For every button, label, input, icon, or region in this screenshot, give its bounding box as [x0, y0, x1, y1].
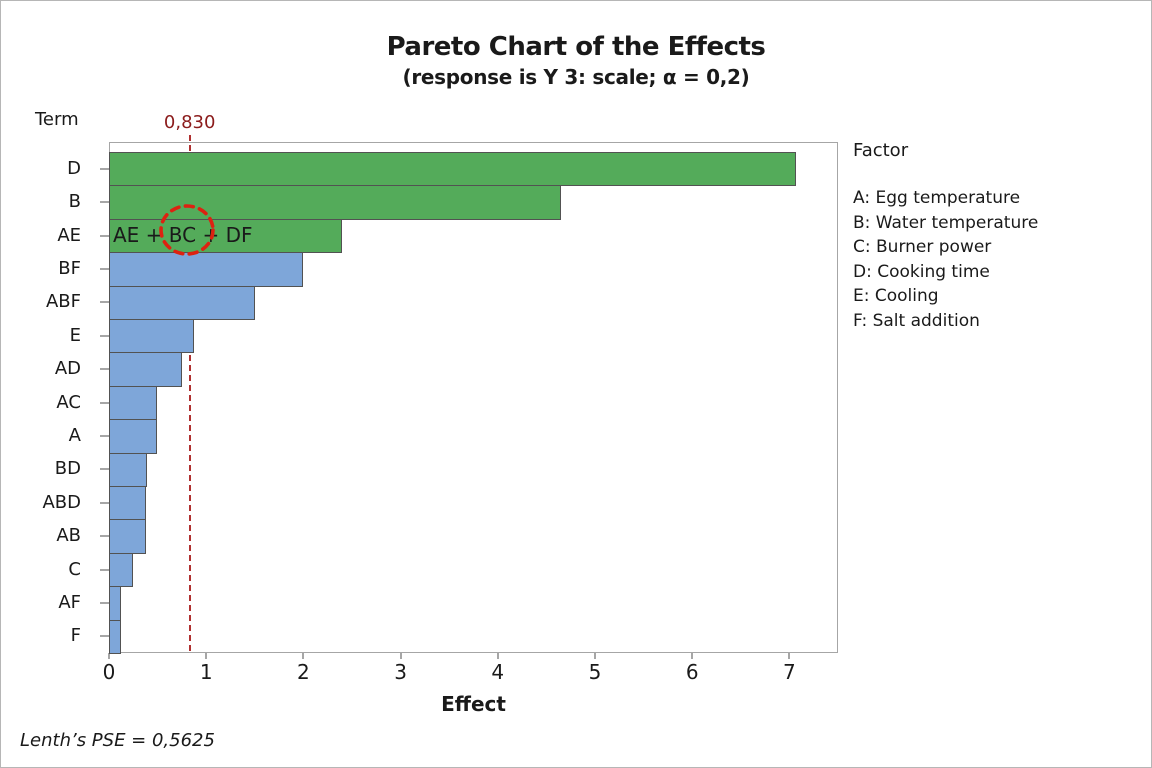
bar-AB	[109, 519, 146, 554]
y-tick-D	[100, 167, 109, 170]
x-tick-label-6: 6	[685, 660, 699, 684]
y-tick-C	[100, 568, 109, 571]
legend-item-f: F: Salt addition	[853, 310, 980, 331]
aliased-terms-annotation: AE + BC + DF	[113, 222, 253, 247]
legend-item-d: D: Cooking time	[853, 261, 990, 282]
term-label-B: B	[68, 191, 81, 213]
term-label-ABF: ABF	[45, 291, 81, 313]
term-label-C: C	[68, 558, 81, 580]
legend-item-e: E: Cooling	[853, 286, 939, 306]
reference-line	[188, 135, 191, 653]
legend-item-a: A: Egg temperature	[853, 188, 1021, 208]
y-tick-A	[100, 434, 109, 437]
legend-items: A: Egg temperature B: Water temperature …	[853, 186, 1038, 333]
term-label-AD: AD	[54, 358, 81, 380]
bar-AD	[109, 352, 182, 387]
y-tick-AC	[100, 401, 109, 404]
term-label-AC: AC	[56, 391, 81, 413]
x-tick-label-7: 7	[783, 660, 796, 684]
term-label-ABD: ABD	[42, 491, 81, 513]
x-tick-mark-2	[302, 653, 305, 659]
x-tick-label-0: 0	[102, 660, 116, 684]
bar-BD	[109, 452, 147, 487]
y-tick-E	[100, 334, 109, 337]
y-tick-BD	[100, 468, 109, 471]
x-tick-mark-3	[399, 653, 402, 659]
term-label-AB: AB	[56, 525, 81, 547]
legend-item-b: B: Water temperature	[853, 212, 1039, 233]
bar-BF	[109, 252, 304, 287]
x-tick-mark-0	[108, 653, 110, 659]
reference-line-value-label: 0,830	[163, 112, 216, 133]
y-tick-AE	[100, 234, 109, 237]
y-tick-AF	[100, 601, 109, 604]
bar-C	[109, 552, 134, 588]
term-label-AE: AE	[57, 224, 81, 246]
term-label-F: F	[70, 625, 81, 647]
x-tick-mark-1	[205, 653, 208, 659]
term-label-BD: BD	[54, 458, 81, 480]
legend-title: Factor	[853, 140, 909, 161]
y-tick-ABF	[100, 301, 109, 304]
term-label-E: E	[69, 324, 81, 346]
bar-A	[109, 419, 157, 454]
y-tick-AB	[100, 535, 109, 538]
x-axis-title: Effect	[441, 692, 506, 716]
bar-D	[109, 152, 797, 187]
x-tick-label-3: 3	[394, 660, 407, 684]
chart-subtitle: (response is Y 3: scale; α = 0,2)	[402, 65, 750, 89]
legend: Factor A: Egg temperature B: Water tempe…	[853, 140, 1038, 333]
x-tick-mark-6	[691, 653, 694, 659]
y-axis-title: Term	[35, 109, 79, 130]
x-tick-label-2: 2	[297, 660, 310, 684]
bar-B	[109, 185, 561, 220]
bar-ABF	[109, 285, 255, 320]
y-tick-ABD	[100, 501, 109, 504]
y-tick-F	[100, 635, 109, 638]
bar-AE	[109, 218, 343, 254]
legend-item-c: C: Burner power	[853, 237, 992, 257]
term-label-AF: AF	[58, 591, 81, 613]
x-tick-label-4: 4	[491, 660, 505, 684]
y-tick-AD	[100, 368, 109, 371]
y-tick-B	[100, 201, 109, 204]
x-tick-mark-4	[496, 653, 499, 659]
lenths-pse-footnote: Lenth’s PSE = 0,5625	[20, 730, 215, 751]
term-label-D: D	[67, 157, 81, 179]
x-tick-label-1: 1	[199, 660, 213, 684]
bar-F	[109, 619, 121, 654]
y-tick-BF	[100, 267, 109, 270]
x-tick-label-5: 5	[588, 660, 602, 684]
bar-ABD	[109, 486, 146, 521]
term-label-A: A	[68, 424, 81, 446]
bar-E	[109, 319, 194, 354]
bar-AF	[109, 586, 121, 621]
term-label-BF: BF	[58, 257, 81, 279]
bar-AC	[109, 385, 157, 421]
x-tick-mark-5	[594, 653, 596, 659]
x-tick-mark-7	[788, 653, 791, 659]
chart-title: Pareto Chart of the Effects	[386, 32, 766, 62]
